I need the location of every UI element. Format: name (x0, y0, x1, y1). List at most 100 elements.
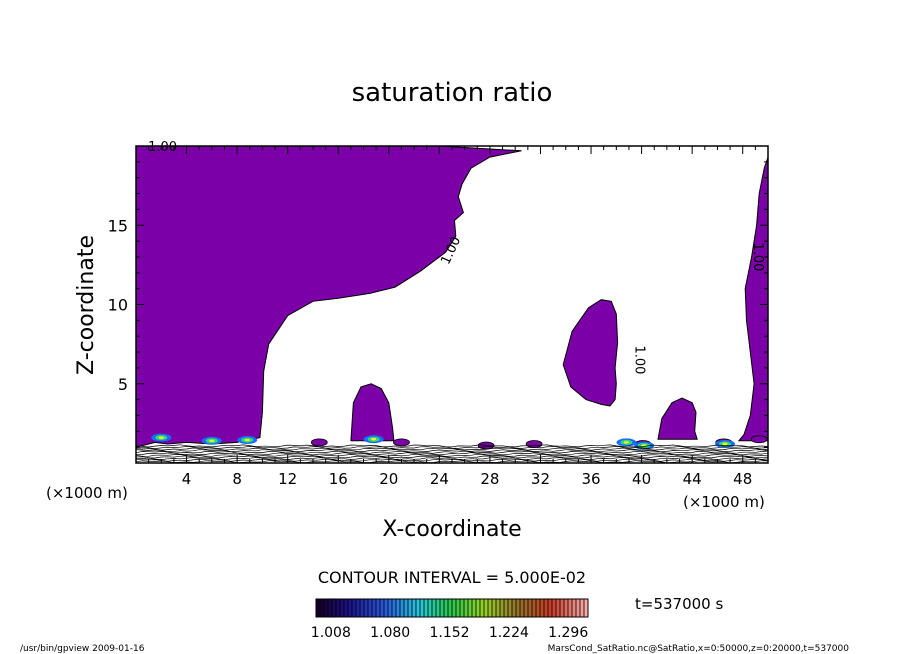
colorbar-segment (404, 599, 408, 617)
y-axis-label: Z-coordinate (74, 235, 99, 375)
colorbar-segment (580, 599, 584, 617)
colorbar-segment (356, 599, 360, 617)
colorbar-segment (492, 599, 496, 617)
colorbar-segment (460, 599, 464, 617)
colorbar-segment (412, 599, 416, 617)
colorbar-segment (468, 599, 472, 617)
surface-contour-line (135, 449, 769, 453)
colorbar-segment (464, 599, 468, 617)
colorbar-segment (448, 599, 452, 617)
colorbar-segment (340, 599, 344, 617)
colorbar-segment (544, 599, 548, 617)
colorbar-tick-label: 1.152 (429, 625, 469, 641)
contour-label: 1.00 (750, 242, 765, 271)
y-tick-label: 15 (108, 216, 128, 235)
x-tick-label: 32 (531, 470, 550, 488)
contour-label: 1.00 (148, 140, 177, 155)
colorbar-segment (548, 599, 552, 617)
high-saturation-peak (244, 438, 250, 442)
colorbar-segment (440, 599, 444, 617)
colorbar-segment (540, 599, 544, 617)
colorbar-tick-label: 1.080 (370, 625, 410, 641)
saturated-region-column (350, 383, 395, 442)
x-tick-label: 20 (379, 470, 398, 488)
x-unit-label: (×1000 m) (683, 493, 765, 511)
saturated-blob (525, 440, 543, 448)
colorbar-segment (424, 599, 428, 617)
high-saturation-peak (623, 441, 629, 444)
colorbar-segment (552, 599, 556, 617)
chart-title: saturation ratio (352, 78, 553, 108)
colorbar-segment (536, 599, 540, 617)
colorbar-segment (504, 599, 508, 617)
surface-contour-line (135, 452, 769, 456)
x-tick-label: 16 (329, 470, 348, 488)
colorbar-segment (532, 599, 536, 617)
colorbar-segment (472, 599, 476, 617)
colorbar-segment (416, 599, 420, 617)
colorbar-segment (560, 599, 564, 617)
colorbar-segment (476, 599, 480, 617)
high-saturation-peak (209, 439, 215, 443)
colorbar-segment (380, 599, 384, 617)
colorbar-tick-label: 1.224 (489, 625, 529, 641)
x-axis-ticks: 4 8 12 16 20 24 28 32 36 40 44 48 (135, 146, 769, 488)
colorbar-segment (364, 599, 368, 617)
surface-contour-line (135, 450, 769, 454)
colorbar-segment (564, 599, 568, 617)
colorbar-segment (512, 599, 516, 617)
colorbar-segment (432, 599, 436, 617)
time-label: t=537000 s (635, 595, 723, 613)
colorbar-segment (480, 599, 484, 617)
saturated-region-oval (562, 299, 619, 407)
colorbar-segment (436, 599, 440, 617)
colorbar-segment (392, 599, 396, 617)
colorbar-tick-labels: 1.008 1.080 1.152 1.224 1.296 (311, 625, 589, 641)
colorbar-segment (496, 599, 500, 617)
high-saturation-peak (158, 436, 164, 439)
z-unit-label: (×1000 m) (46, 484, 128, 502)
colorbar-segment (428, 599, 432, 617)
colorbar-segment (400, 599, 404, 617)
x-tick-label: 40 (632, 470, 651, 488)
surface-contour-line (135, 444, 769, 448)
colorbar-segment (360, 599, 364, 617)
saturated-region-bump (657, 397, 698, 440)
saturated-region-right (737, 156, 769, 442)
colorbar-tick-label: 1.008 (311, 625, 351, 641)
colorbar-segment (456, 599, 460, 617)
colorbar-segment (444, 599, 448, 617)
colorbar (315, 599, 588, 617)
footer-left: /usr/bin/gpview 2009-01-16 (20, 644, 145, 654)
surface-contour-line (135, 455, 768, 459)
colorbar-segment (328, 599, 332, 617)
high-saturation-peak (371, 438, 377, 441)
footer-right: MarsCond_SatRatio.nc@SatRatio,x=0:50000,… (548, 644, 850, 654)
saturated-region-main (135, 145, 522, 448)
colorbar-segment (420, 599, 424, 617)
saturation-fill-regions (135, 145, 769, 450)
colorbar-segment (320, 599, 324, 617)
surface-contour-line (135, 446, 769, 449)
x-tick-label: 8 (232, 470, 242, 488)
colorbar-segment (568, 599, 572, 617)
colorbar-segment (516, 599, 520, 617)
colorbar-tick-label: 1.296 (548, 625, 588, 641)
colorbar-segment (384, 599, 388, 617)
colorbar-segment (368, 599, 372, 617)
colorbar-segment (556, 599, 560, 617)
colorbar-segment (324, 599, 328, 617)
x-tick-label: 24 (430, 470, 449, 488)
x-tick-label: 48 (733, 470, 752, 488)
contour-lines (135, 444, 769, 464)
x-tick-label: 44 (683, 470, 702, 488)
colorbar-segment (484, 599, 488, 617)
colorbar-segment (388, 599, 392, 617)
contour-label: 1.00 (631, 345, 646, 374)
colorbar-segment (372, 599, 376, 617)
colorbar-segment (396, 599, 400, 617)
x-tick-label: 4 (182, 470, 192, 488)
contour-interval-text: CONTOUR INTERVAL = 5.000E-02 (318, 568, 586, 587)
colorbar-frame (315, 598, 589, 618)
